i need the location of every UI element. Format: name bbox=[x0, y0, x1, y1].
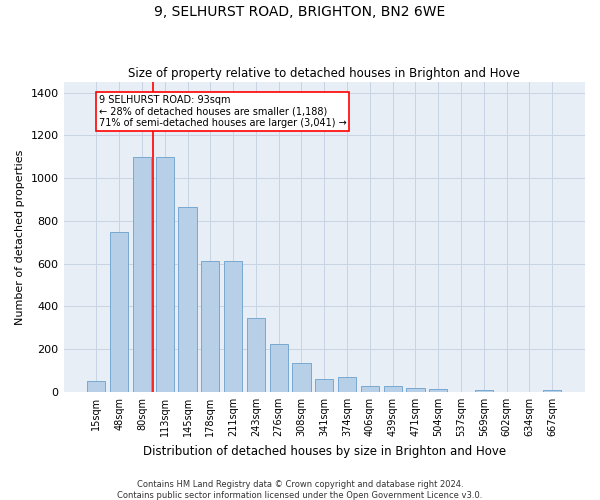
Bar bbox=[87, 381, 106, 392]
Bar bbox=[224, 260, 242, 392]
Bar bbox=[155, 157, 174, 392]
Bar bbox=[178, 207, 197, 392]
Bar bbox=[292, 363, 311, 392]
Text: 9 SELHURST ROAD: 93sqm
← 28% of detached houses are smaller (1,188)
71% of semi-: 9 SELHURST ROAD: 93sqm ← 28% of detached… bbox=[98, 95, 346, 128]
Bar bbox=[361, 386, 379, 392]
Bar bbox=[110, 232, 128, 392]
Bar bbox=[133, 157, 151, 392]
Text: Contains HM Land Registry data © Crown copyright and database right 2024.
Contai: Contains HM Land Registry data © Crown c… bbox=[118, 480, 482, 500]
Text: 9, SELHURST ROAD, BRIGHTON, BN2 6WE: 9, SELHURST ROAD, BRIGHTON, BN2 6WE bbox=[154, 5, 446, 19]
Bar bbox=[475, 390, 493, 392]
Bar bbox=[429, 389, 448, 392]
Bar bbox=[315, 379, 334, 392]
X-axis label: Distribution of detached houses by size in Brighton and Hove: Distribution of detached houses by size … bbox=[143, 444, 506, 458]
Bar bbox=[247, 318, 265, 392]
Bar bbox=[406, 388, 425, 392]
Bar bbox=[338, 377, 356, 392]
Bar bbox=[543, 390, 561, 392]
Y-axis label: Number of detached properties: Number of detached properties bbox=[15, 150, 25, 324]
Bar bbox=[383, 386, 402, 392]
Bar bbox=[201, 260, 220, 392]
Bar bbox=[269, 344, 288, 392]
Title: Size of property relative to detached houses in Brighton and Hove: Size of property relative to detached ho… bbox=[128, 66, 520, 80]
